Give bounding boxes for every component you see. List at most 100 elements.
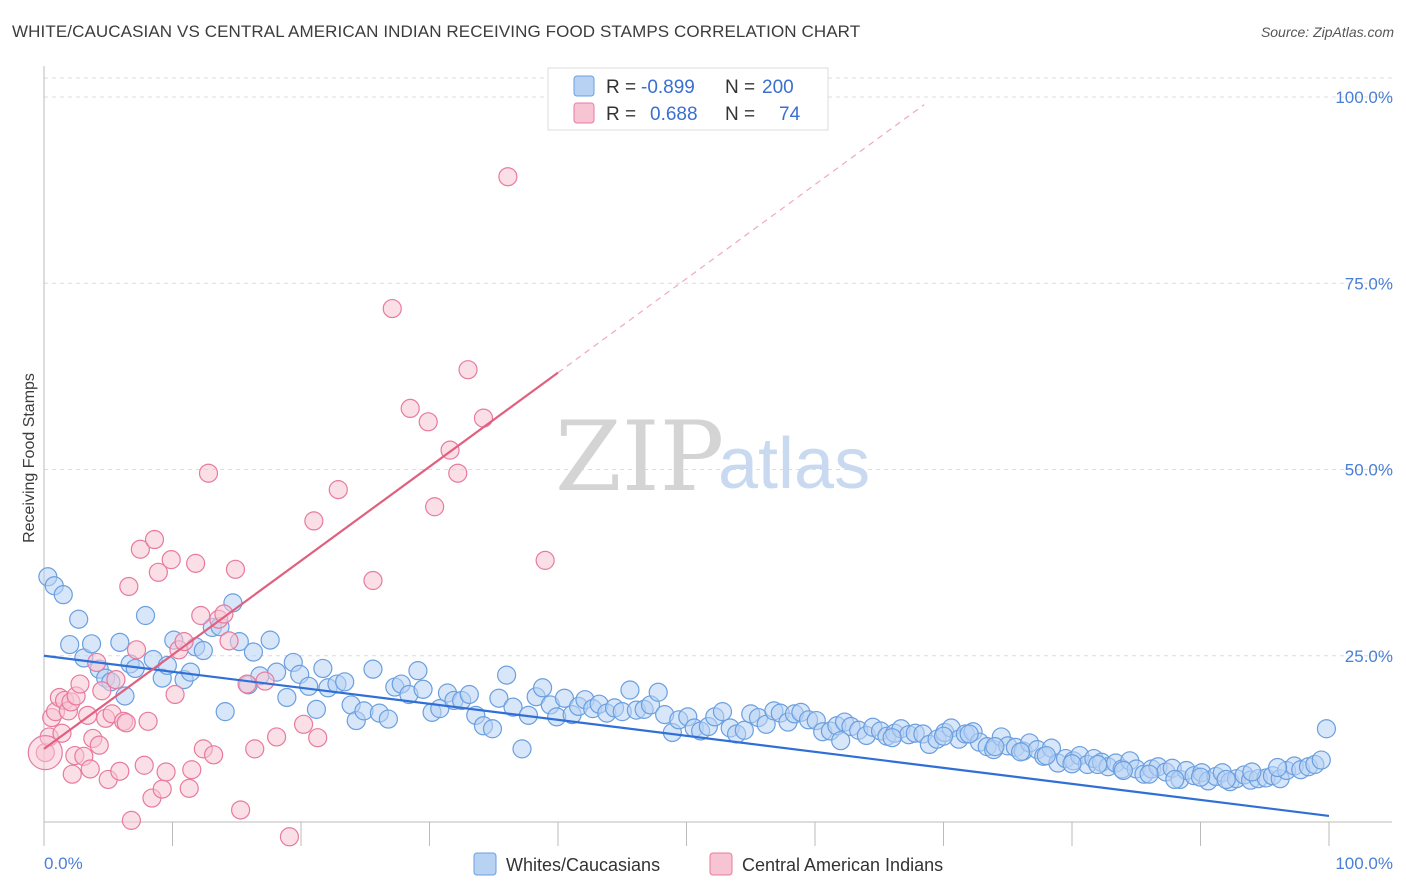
data-point xyxy=(328,480,348,500)
data-point xyxy=(1267,757,1288,778)
data-point xyxy=(1216,769,1236,790)
data-point xyxy=(277,687,297,708)
y-axis-label: Receiving Food Stamps xyxy=(21,373,38,543)
data-point xyxy=(473,408,494,428)
bottom-legend-label-1: Whites/Caucasians xyxy=(506,855,660,875)
data-point xyxy=(308,728,328,748)
data-point xyxy=(1165,769,1185,790)
top-legend: R = -0.899 N = 200 R = 0.688 N = 74 xyxy=(547,67,829,131)
data-point xyxy=(62,764,82,784)
bottom-legend-label-2: Central American Indians xyxy=(742,855,943,875)
data-point xyxy=(255,671,275,691)
data-point xyxy=(620,680,640,700)
data-point xyxy=(985,737,1005,757)
axes xyxy=(43,66,1392,846)
data-point xyxy=(116,713,136,733)
data-point xyxy=(89,735,109,755)
data-point xyxy=(482,719,503,739)
data-point xyxy=(260,630,280,650)
data-point xyxy=(1139,764,1159,784)
bottom-legend-swatch-blue xyxy=(473,852,497,876)
data-point xyxy=(215,702,235,722)
data-point xyxy=(712,702,733,722)
data-point xyxy=(458,360,478,380)
x-tick-label: 100.0% xyxy=(1335,854,1393,873)
legend-n-label-1: N = xyxy=(725,77,755,98)
data-point xyxy=(69,609,89,629)
data-point xyxy=(152,779,172,799)
data-point xyxy=(512,739,532,759)
data-point xyxy=(219,631,239,651)
data-point xyxy=(237,674,257,694)
data-point xyxy=(174,631,194,652)
data-point xyxy=(959,724,979,744)
data-point xyxy=(335,672,355,692)
chart-title: WHITE/CAUCASIAN VS CENTRAL AMERICAN INDI… xyxy=(12,22,861,41)
data-point xyxy=(266,727,287,747)
legend-r-value-2: 0.688 xyxy=(650,104,698,125)
data-point xyxy=(121,810,141,830)
data-point xyxy=(1242,762,1262,782)
data-point xyxy=(535,550,555,570)
data-point xyxy=(134,755,154,775)
data-point xyxy=(225,559,246,579)
legend-swatch-pink xyxy=(573,102,595,124)
data-point xyxy=(231,800,251,820)
data-point xyxy=(179,778,199,798)
data-point xyxy=(60,634,80,655)
data-point xyxy=(204,745,224,765)
data-point xyxy=(1036,745,1056,766)
y-tick-label: 75.0% xyxy=(1345,274,1393,293)
data-point xyxy=(148,562,168,582)
data-point xyxy=(70,674,90,694)
data-point xyxy=(144,529,165,550)
y-tick-label: 50.0% xyxy=(1345,461,1393,480)
legend-swatch-blue xyxy=(573,75,595,97)
data-point xyxy=(498,167,518,187)
x-tick-label: 0.0% xyxy=(44,854,83,873)
source-label: Source: ZipAtlas.com xyxy=(1260,24,1394,40)
data-point xyxy=(198,463,219,483)
data-point xyxy=(130,539,150,559)
data-point xyxy=(459,684,479,705)
bottom-legend: Whites/Caucasians Central American India… xyxy=(473,852,943,876)
data-point xyxy=(1010,742,1031,762)
data-point xyxy=(306,699,327,719)
data-point xyxy=(497,665,517,685)
y-tick-labels: 100.0% 75.0% 50.0% 25.0% xyxy=(1335,88,1393,666)
legend-n-label-2: N = xyxy=(725,104,755,125)
data-point xyxy=(193,640,213,661)
series-whites-points xyxy=(38,567,1337,792)
data-point xyxy=(110,761,130,781)
data-point xyxy=(80,759,100,779)
data-point xyxy=(161,550,181,570)
data-point xyxy=(299,676,319,696)
watermark: ZIP atlas xyxy=(555,401,870,513)
trend-line-central-american xyxy=(43,371,559,750)
data-point xyxy=(293,714,314,734)
data-point xyxy=(503,697,523,717)
data-point xyxy=(243,642,264,662)
watermark-atlas: atlas xyxy=(718,424,870,504)
bottom-legend-swatch-pink xyxy=(709,852,733,876)
data-point xyxy=(489,688,509,708)
data-point xyxy=(214,604,234,624)
data-point xyxy=(313,658,333,679)
data-point xyxy=(92,681,112,701)
legend-r-value-1: -0.899 xyxy=(641,77,695,98)
data-point xyxy=(245,739,265,759)
data-point xyxy=(734,720,754,740)
data-point xyxy=(191,605,211,626)
data-point xyxy=(378,709,398,729)
data-point xyxy=(413,679,433,699)
data-point xyxy=(408,661,428,681)
data-point xyxy=(182,760,202,780)
y-tick-label: 25.0% xyxy=(1345,647,1393,666)
legend-r-label-2: R = xyxy=(606,104,636,125)
data-point xyxy=(882,728,902,748)
trend-line-extension xyxy=(557,104,925,374)
data-point xyxy=(425,497,445,517)
data-point xyxy=(1316,719,1337,739)
data-point xyxy=(110,632,130,652)
data-point xyxy=(279,827,300,847)
